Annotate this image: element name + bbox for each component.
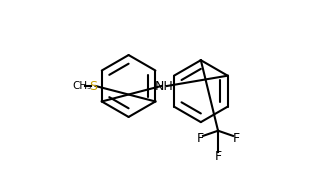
Text: NH: NH (155, 79, 173, 93)
Text: F: F (197, 132, 203, 145)
Text: F: F (232, 132, 240, 145)
Text: S: S (89, 79, 97, 93)
Text: F: F (215, 150, 222, 163)
Text: CH₃: CH₃ (73, 81, 92, 91)
